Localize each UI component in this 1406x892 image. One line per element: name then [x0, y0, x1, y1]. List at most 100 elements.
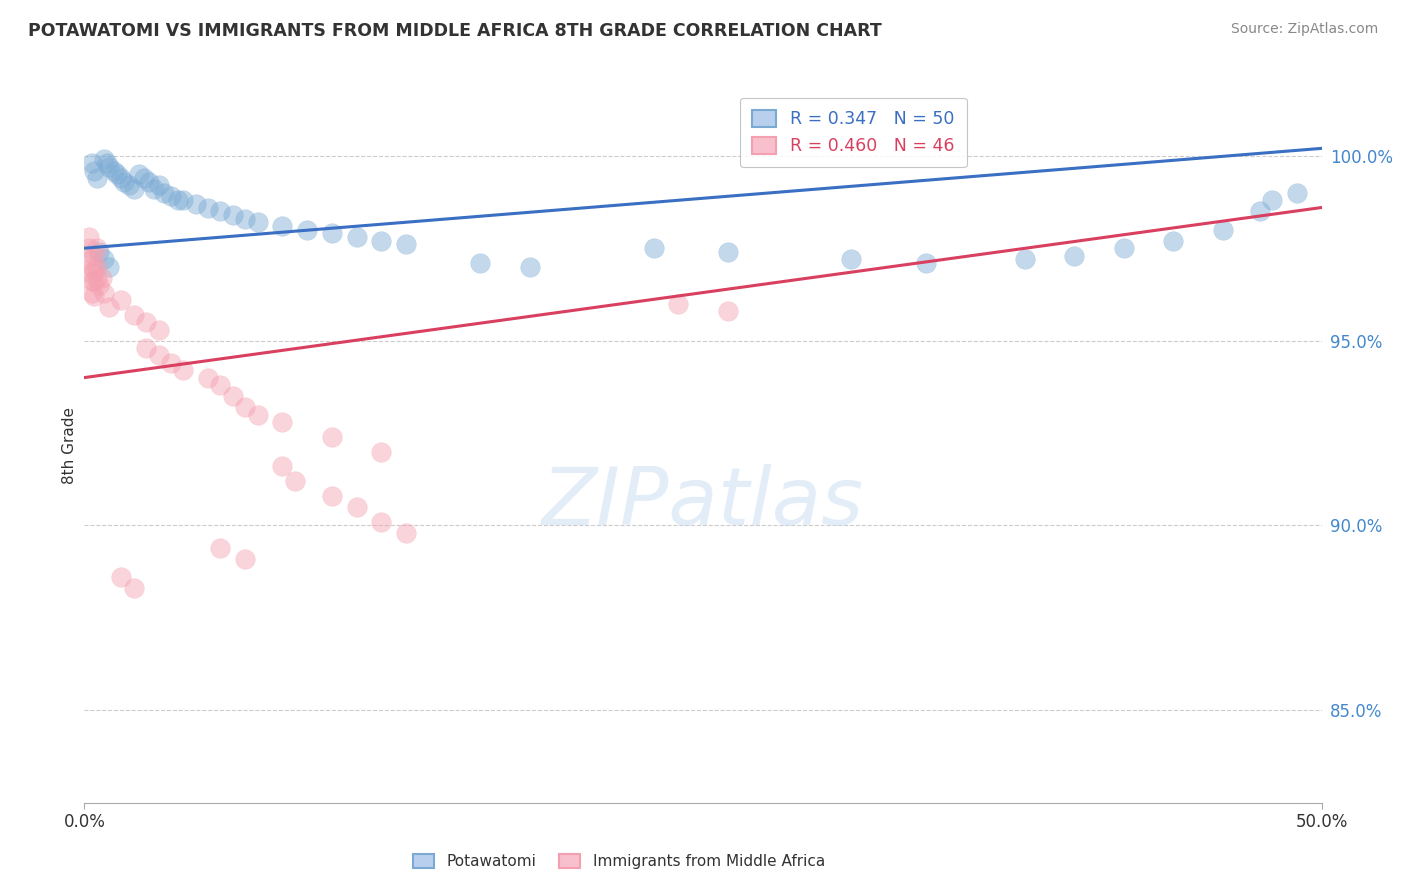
Point — [160, 356, 183, 370]
Point — [271, 219, 294, 233]
Point — [80, 267, 103, 281]
Point — [93, 285, 115, 300]
Point — [122, 182, 145, 196]
Point — [370, 444, 392, 458]
Point — [271, 415, 294, 429]
Point — [1285, 186, 1308, 200]
Point — [222, 389, 245, 403]
Point — [1212, 223, 1234, 237]
Point — [346, 230, 368, 244]
Point — [148, 348, 170, 362]
Point — [346, 500, 368, 514]
Point — [172, 193, 194, 207]
Point — [135, 341, 157, 355]
Point — [519, 260, 541, 274]
Point — [105, 167, 128, 181]
Point — [643, 241, 665, 255]
Point — [295, 223, 318, 237]
Point — [112, 175, 135, 189]
Point — [79, 252, 101, 267]
Y-axis label: 8th Grade: 8th Grade — [62, 408, 77, 484]
Point — [197, 201, 219, 215]
Point — [395, 525, 418, 540]
Point — [167, 193, 190, 207]
Point — [370, 234, 392, 248]
Text: ZIPatlas: ZIPatlas — [541, 464, 865, 542]
Point — [271, 459, 294, 474]
Point — [666, 296, 689, 310]
Point — [132, 170, 155, 185]
Point — [89, 278, 111, 293]
Point — [233, 400, 256, 414]
Point — [90, 270, 112, 285]
Point — [79, 230, 101, 244]
Point — [96, 156, 118, 170]
Point — [717, 304, 740, 318]
Point — [110, 293, 132, 307]
Point — [209, 541, 232, 555]
Point — [246, 408, 269, 422]
Point — [142, 182, 165, 196]
Point — [172, 363, 194, 377]
Text: Source: ZipAtlas.com: Source: ZipAtlas.com — [1230, 22, 1378, 37]
Point — [89, 244, 111, 259]
Point — [98, 301, 121, 315]
Point — [222, 208, 245, 222]
Legend: R = 0.347   N = 50, R = 0.460   N = 46: R = 0.347 N = 50, R = 0.460 N = 46 — [740, 98, 966, 168]
Point — [184, 196, 207, 211]
Point — [83, 163, 105, 178]
Point — [86, 241, 108, 255]
Point — [86, 260, 108, 274]
Point — [118, 178, 141, 193]
Point — [80, 285, 103, 300]
Point — [93, 252, 115, 267]
Point — [135, 315, 157, 329]
Point — [233, 211, 256, 226]
Point — [80, 260, 103, 274]
Point — [1249, 204, 1271, 219]
Point — [321, 489, 343, 503]
Point — [79, 241, 101, 255]
Point — [321, 430, 343, 444]
Point — [1063, 249, 1085, 263]
Point — [148, 322, 170, 336]
Point — [209, 378, 232, 392]
Point — [370, 515, 392, 529]
Point — [122, 582, 145, 596]
Point — [1112, 241, 1135, 255]
Point — [209, 204, 232, 219]
Point — [83, 263, 105, 277]
Point — [321, 227, 343, 241]
Point — [93, 153, 115, 167]
Point — [1161, 234, 1184, 248]
Point — [148, 178, 170, 193]
Point — [110, 170, 132, 185]
Point — [122, 308, 145, 322]
Point — [98, 260, 121, 274]
Point — [138, 175, 160, 189]
Point — [86, 270, 108, 285]
Point — [717, 244, 740, 259]
Point — [914, 256, 936, 270]
Point — [197, 370, 219, 384]
Point — [470, 256, 492, 270]
Point — [110, 570, 132, 584]
Point — [98, 160, 121, 174]
Point — [86, 170, 108, 185]
Point — [83, 275, 105, 289]
Point — [83, 289, 105, 303]
Point — [841, 252, 863, 267]
Point — [160, 189, 183, 203]
Point — [152, 186, 174, 200]
Point — [128, 167, 150, 181]
Point — [80, 156, 103, 170]
Point — [1014, 252, 1036, 267]
Point — [103, 163, 125, 178]
Point — [83, 249, 105, 263]
Legend: Potawatomi, Immigrants from Middle Africa: Potawatomi, Immigrants from Middle Afric… — [406, 847, 831, 875]
Point — [1261, 193, 1284, 207]
Point — [395, 237, 418, 252]
Point — [233, 551, 256, 566]
Text: POTAWATOMI VS IMMIGRANTS FROM MIDDLE AFRICA 8TH GRADE CORRELATION CHART: POTAWATOMI VS IMMIGRANTS FROM MIDDLE AFR… — [28, 22, 882, 40]
Point — [246, 215, 269, 229]
